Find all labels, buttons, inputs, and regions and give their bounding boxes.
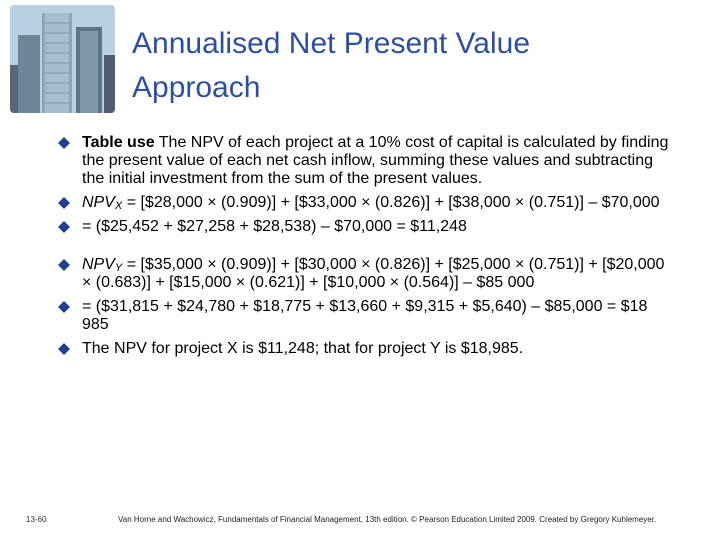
footer-citation: Van Horne and Wachowicz, Fundamentals of… <box>118 515 657 524</box>
diamond-bullet-icon <box>58 301 70 313</box>
skyscraper-photo <box>10 5 115 113</box>
bullet-item: = ($31,815 + $24,780 + $18,775 + $13,660… <box>58 298 678 334</box>
npv-subscript: X <box>114 200 123 212</box>
bullet-item: NPVY = [$35,000 × (0.909)] + [$30,000 × … <box>58 256 678 292</box>
bullet-text: The NPV of each project at a 10% cost of… <box>82 134 669 187</box>
npv-label: NPV <box>82 256 115 273</box>
bullet-item: The NPV for project X is $11,248; that f… <box>58 340 678 358</box>
bullet-item: NPVX = [$28,000 × (0.909)] + [$33,000 × … <box>58 194 678 212</box>
bullet-text: = ($25,452 + $27,258 + $28,538) – $70,00… <box>82 218 467 235</box>
slide-number: 13-60 <box>26 515 47 524</box>
bullet-text: = [$35,000 × (0.909)] + [$30,000 × (0.82… <box>82 256 665 291</box>
npv-subscript: Y <box>114 262 123 274</box>
title-line-1: Annualised Net Present Value <box>132 27 531 60</box>
diamond-bullet-icon <box>58 137 70 149</box>
slide-title: Annualised Net Present Value Approach <box>132 22 692 110</box>
diamond-bullet-icon <box>58 343 70 355</box>
diamond-bullet-icon <box>58 197 70 209</box>
diamond-bullet-icon <box>58 259 70 271</box>
diamond-bullet-icon <box>58 221 70 233</box>
bullet-text: = [$28,000 × (0.909)] + [$33,000 × (0.82… <box>122 194 660 211</box>
bullet-list: Table use The NPV of each project at a 1… <box>58 134 678 358</box>
title-line-2: Approach <box>132 71 261 104</box>
bullet-text: = ($31,815 + $24,780 + $18,775 + $13,660… <box>82 298 648 333</box>
bullet-item: Table use The NPV of each project at a 1… <box>58 134 678 188</box>
bullet-item: = ($25,452 + $27,258 + $28,538) – $70,00… <box>58 218 678 236</box>
bullet-text: The NPV for project X is $11,248; that f… <box>82 340 524 357</box>
bullet-lead: Table use <box>82 134 155 151</box>
npv-label: NPV <box>82 194 115 211</box>
